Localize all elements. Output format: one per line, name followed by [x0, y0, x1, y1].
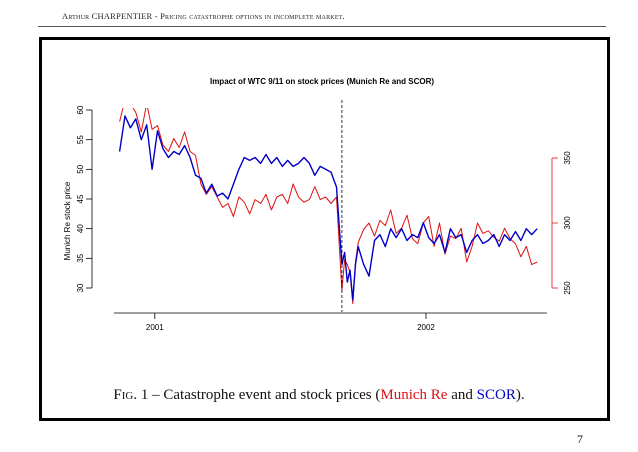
series-layer: [118, 108, 538, 305]
left-axis-tick-label: 55: [76, 135, 85, 144]
bottom-axis-tick-label: 2001: [146, 323, 164, 332]
chart-title: Impact of WTC 9/11 on stock prices (Muni…: [210, 77, 434, 86]
bottom-axis-tick-label: 2002: [417, 323, 435, 332]
caption-series-munich-re: Munich Re: [380, 387, 448, 403]
axes-layer: Impact of WTC 9/11 on stock prices (Muni…: [63, 77, 572, 332]
caption-dash: –: [148, 387, 164, 403]
left-axis-label: Munich Re stock price: [63, 181, 72, 260]
page-number: 7: [577, 432, 583, 446]
caption-connector: and: [447, 387, 477, 403]
series-line-munich-re: [118, 115, 538, 301]
caption-prefix: Fig. 1: [113, 387, 149, 403]
caption-series-scor: SCOR: [476, 387, 516, 403]
series-line-scor: [119, 108, 538, 305]
right-axis-tick-label: 300: [563, 216, 572, 230]
right-axis-tick-label: 350: [563, 151, 572, 165]
figure-frame: [39, 37, 610, 421]
caption-text-after: ).: [515, 387, 525, 403]
right-axis-tick-label: 250: [563, 281, 572, 295]
left-axis-tick-label: 60: [76, 105, 85, 114]
stock-price-chart: Impact of WTC 9/11 on stock prices (Muni…: [63, 77, 572, 332]
header-rule: [38, 26, 606, 27]
left-axis-tick-label: 40: [76, 224, 85, 233]
left-axis-tick-label: 45: [76, 194, 85, 203]
running-head: Arthur CHARPENTIER - Pricing catastrophe…: [62, 11, 345, 21]
caption-text-before: Catastrophe event and stock prices (: [163, 387, 381, 403]
left-axis-tick-label: 35: [76, 253, 85, 262]
left-axis-tick-label: 30: [76, 283, 85, 292]
figure-caption: Fig. 1 – Catastrophe event and stock pri…: [0, 387, 638, 404]
left-axis-tick-label: 50: [76, 164, 85, 173]
